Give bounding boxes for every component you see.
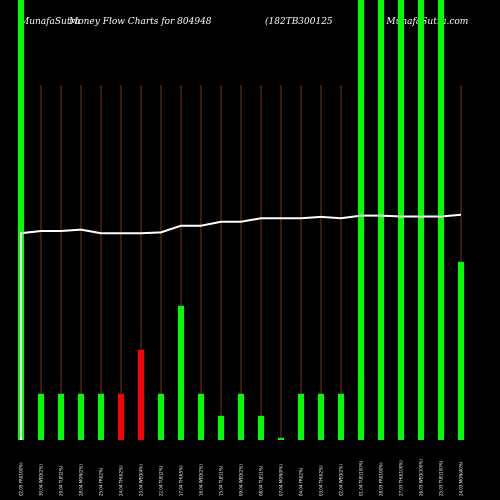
x-tick-label: 02.04 WED(2%) bbox=[339, 464, 344, 496]
bar bbox=[398, 0, 404, 440]
bar bbox=[298, 393, 304, 440]
bar bbox=[218, 415, 224, 440]
x-tick-label: 22.04 TUE(2%) bbox=[159, 465, 164, 496]
bar bbox=[378, 0, 384, 440]
chart-site-label: MunafaSutra bbox=[19, 17, 80, 27]
price-line bbox=[20, 213, 462, 440]
bar bbox=[418, 0, 424, 440]
bar bbox=[318, 393, 324, 440]
x-tick-label: 28.03 FRI(100%) bbox=[379, 462, 384, 496]
x-tick-label: 07.04 MON(0%) bbox=[279, 464, 284, 496]
x-tick-label: 30.04 WED(2%) bbox=[39, 464, 44, 496]
bar bbox=[438, 0, 444, 440]
bars bbox=[18, 0, 464, 440]
x-tick-label: 26.03 WED(100%) bbox=[419, 459, 424, 496]
bar bbox=[238, 393, 244, 440]
x-tick-label: 24.04 THU(2%) bbox=[119, 465, 124, 496]
bar bbox=[98, 393, 104, 440]
x-tick-label: 28.04 MON(2%) bbox=[79, 464, 84, 496]
x-tick-label: 09.04 WED(2%) bbox=[239, 464, 244, 496]
bar bbox=[178, 305, 184, 440]
x-tick-label: 25.03 TUE(100%) bbox=[439, 460, 444, 496]
x-tick-label: 23.04 WED(4%) bbox=[139, 464, 144, 496]
x-tick-label: 27.03 THU(100%) bbox=[399, 460, 404, 496]
bar bbox=[118, 393, 124, 440]
gridlines bbox=[20, 85, 462, 440]
x-tick-label: 04.04 FRI(2%) bbox=[299, 467, 304, 496]
x-tick-label: 08.04 TUE(1%) bbox=[259, 465, 264, 496]
bar bbox=[38, 393, 44, 440]
bar bbox=[198, 393, 204, 440]
chart-title: Money Flow Charts for 804948 bbox=[68, 17, 212, 27]
x-tick-label: 25.04 FRI(2%) bbox=[99, 467, 104, 496]
bar bbox=[138, 349, 144, 440]
bar bbox=[338, 393, 344, 440]
bar bbox=[158, 393, 164, 440]
bar bbox=[258, 415, 264, 440]
x-tick-label: 02.05 FRI(100%) bbox=[19, 462, 24, 496]
bar bbox=[18, 0, 24, 440]
bar bbox=[58, 393, 64, 440]
bar bbox=[458, 261, 464, 440]
x-tick-label: 16.04 WED(2%) bbox=[199, 464, 204, 496]
x-tick-label: 15.04 TUE(1%) bbox=[219, 465, 224, 496]
x-tick-label: 24.03 MON(40%) bbox=[459, 461, 464, 496]
tick-labels: 02.05 FRI(100%) 30.04 WED(2%) 29.04 TUE(2%… bbox=[19, 459, 464, 496]
bar bbox=[78, 393, 84, 440]
x-tick-label: 01.04 TUE(100%) bbox=[359, 460, 364, 496]
bar bbox=[278, 437, 284, 440]
bar bbox=[358, 0, 364, 440]
x-tick-label: 03.04 THU(2%) bbox=[319, 465, 324, 496]
x-tick-label: 29.04 TUE(2%) bbox=[59, 465, 64, 496]
x-tick-label: 17.04 THU(5%) bbox=[179, 465, 184, 496]
chart-code-label: (182TB300125 bbox=[265, 16, 333, 27]
price-line-group bbox=[20, 213, 462, 440]
